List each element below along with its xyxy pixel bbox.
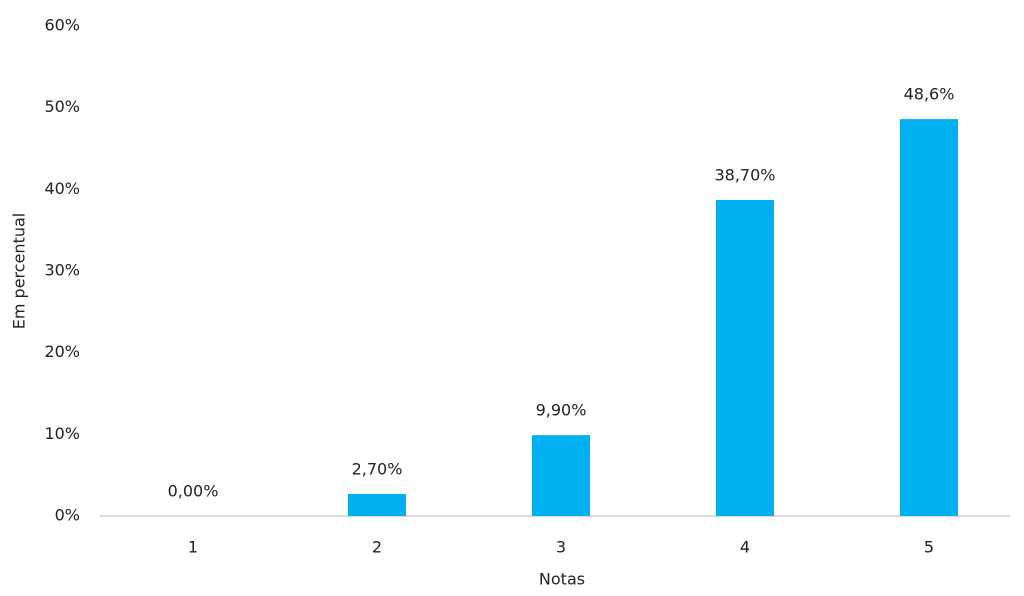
y-tick-label: 10%: [44, 424, 80, 443]
bar: [716, 199, 774, 516]
data-label: 38,70%: [714, 165, 775, 184]
x-tick-label: 1: [188, 538, 198, 557]
y-axis-title: Em percentual: [10, 213, 29, 329]
data-label: 48,6%: [904, 85, 955, 104]
y-tick-label: 60%: [44, 16, 80, 35]
x-tick-label: 4: [740, 538, 750, 557]
y-tick-label: 30%: [44, 261, 80, 280]
y-tick-label: 50%: [44, 97, 80, 116]
data-label: 2,70%: [352, 459, 403, 478]
x-tick-label: 2: [372, 538, 382, 557]
y-tick-label: 40%: [44, 179, 80, 198]
x-axis-title: Notas: [539, 570, 585, 589]
data-label: 0,00%: [168, 482, 219, 501]
y-tick-label: 20%: [44, 342, 80, 361]
data-label: 9,90%: [536, 401, 587, 420]
bar: [348, 493, 406, 516]
x-tick-label: 3: [556, 538, 566, 557]
y-tick-label: 0%: [55, 506, 80, 525]
bar: [900, 119, 958, 516]
bar: [532, 435, 590, 516]
x-tick-label: 5: [924, 538, 934, 557]
